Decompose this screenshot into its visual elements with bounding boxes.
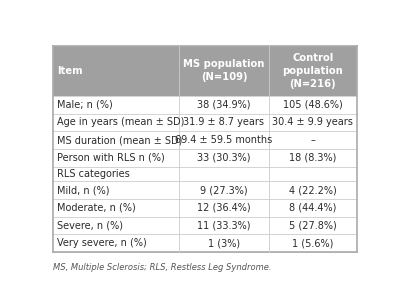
Text: 69.4 ± 59.5 months: 69.4 ± 59.5 months xyxy=(175,135,273,145)
Text: MS, Multiple Sclerosis; RLS, Restless Leg Syndrome.: MS, Multiple Sclerosis; RLS, Restless Le… xyxy=(53,263,272,272)
Bar xyxy=(53,114,357,131)
Text: 5 (27.8%): 5 (27.8%) xyxy=(289,221,337,231)
Text: 4 (22.2%): 4 (22.2%) xyxy=(289,185,337,195)
Bar xyxy=(53,96,357,114)
Text: MS population
(N=109): MS population (N=109) xyxy=(183,59,265,82)
Text: 8 (44.4%): 8 (44.4%) xyxy=(289,203,336,213)
Text: Moderate, n (%): Moderate, n (%) xyxy=(57,203,136,213)
Text: 9 (27.3%): 9 (27.3%) xyxy=(200,185,248,195)
Text: 30.4 ± 9.9 years: 30.4 ± 9.9 years xyxy=(272,118,353,128)
Text: RLS categories: RLS categories xyxy=(57,169,130,179)
Text: Person with RLS n (%): Person with RLS n (%) xyxy=(57,153,164,163)
Text: 105 (48.6%): 105 (48.6%) xyxy=(283,100,343,110)
Bar xyxy=(53,235,357,252)
Text: Severe, n (%): Severe, n (%) xyxy=(57,221,123,231)
Bar xyxy=(53,199,357,217)
Text: Very severe, n (%): Very severe, n (%) xyxy=(57,238,146,248)
Text: 1 (5.6%): 1 (5.6%) xyxy=(292,238,334,248)
Text: MS duration (mean ± SD): MS duration (mean ± SD) xyxy=(57,135,182,145)
Text: Item: Item xyxy=(57,66,82,76)
Text: Control
population
(N=216): Control population (N=216) xyxy=(282,53,343,88)
Text: Age in years (mean ± SD): Age in years (mean ± SD) xyxy=(57,118,184,128)
Text: 31.9 ± 8.7 years: 31.9 ± 8.7 years xyxy=(184,118,264,128)
Text: 33 (30.3%): 33 (30.3%) xyxy=(197,153,251,163)
Text: 18 (8.3%): 18 (8.3%) xyxy=(289,153,336,163)
Text: –: – xyxy=(310,135,315,145)
Text: 1 (3%): 1 (3%) xyxy=(208,238,240,248)
Bar xyxy=(53,167,357,181)
Text: 11 (33.3%): 11 (33.3%) xyxy=(197,221,251,231)
Bar xyxy=(53,131,357,149)
Text: 12 (36.4%): 12 (36.4%) xyxy=(197,203,251,213)
Text: 38 (34.9%): 38 (34.9%) xyxy=(197,100,251,110)
Bar xyxy=(53,181,357,199)
Bar xyxy=(53,217,357,235)
Bar xyxy=(53,46,357,96)
Text: Male; n (%): Male; n (%) xyxy=(57,100,112,110)
Text: Mild, n (%): Mild, n (%) xyxy=(57,185,109,195)
Bar xyxy=(53,149,357,167)
